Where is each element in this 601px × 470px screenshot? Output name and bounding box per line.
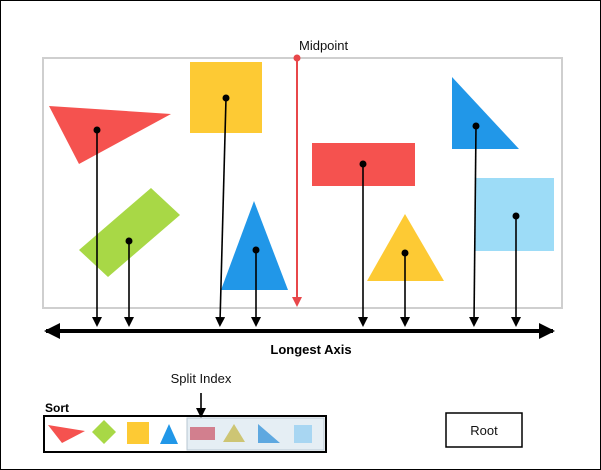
sort-label: Sort bbox=[45, 401, 69, 415]
projection-line bbox=[215, 97, 227, 327]
midpoint-dot bbox=[293, 54, 301, 62]
sorted-yellow-square bbox=[127, 422, 149, 444]
sorted-blue-right-triangle bbox=[258, 424, 280, 443]
centroid-dot bbox=[93, 126, 101, 134]
sorted-array-box bbox=[43, 415, 327, 453]
centroid-dot bbox=[401, 249, 409, 257]
sorted-light-blue-square bbox=[294, 425, 312, 443]
blue-triangle bbox=[221, 201, 288, 290]
root-node bbox=[445, 412, 523, 448]
sorted-blue-triangle bbox=[160, 424, 178, 444]
sorted-green-diamond bbox=[92, 420, 116, 444]
centroid-dot bbox=[359, 160, 367, 168]
centroid-dot bbox=[252, 246, 260, 254]
midpoint-label: Midpoint bbox=[299, 38, 349, 53]
sorted-yellow-triangle bbox=[223, 424, 245, 442]
sorted-red-rectangle bbox=[190, 427, 215, 440]
longest-axis-label: Longest Axis bbox=[270, 342, 351, 357]
centroid-dot bbox=[222, 94, 230, 102]
split-index-label: Split Index bbox=[171, 371, 232, 386]
root-label: Root bbox=[470, 423, 498, 438]
yellow-triangle bbox=[367, 214, 444, 281]
red-triangle bbox=[49, 106, 171, 164]
centroid-dot bbox=[472, 122, 480, 130]
sorted-red-triangle bbox=[48, 425, 85, 443]
projection-line bbox=[469, 125, 480, 327]
green-rectangle bbox=[79, 188, 180, 277]
centroid-dot bbox=[125, 237, 133, 245]
blue-right-triangle bbox=[452, 77, 519, 149]
centroid-dot bbox=[512, 212, 520, 220]
bounding-box bbox=[42, 57, 563, 309]
